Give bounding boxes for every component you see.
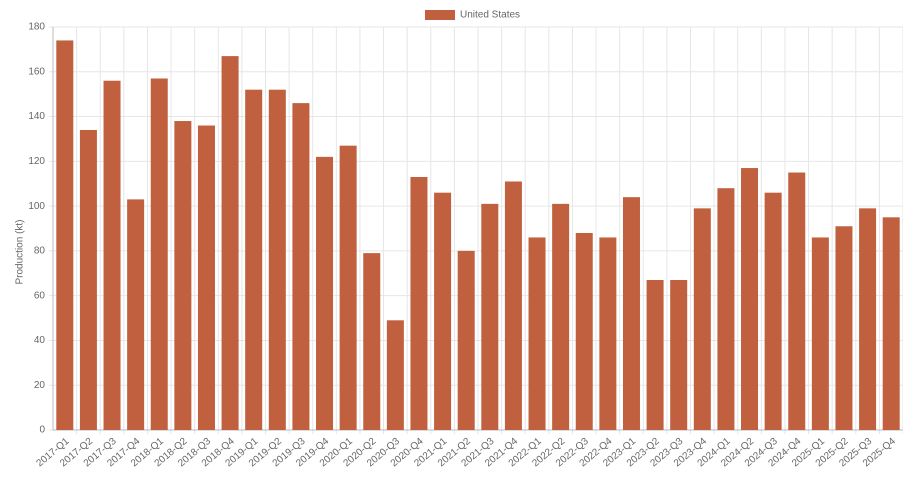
bar [859,208,877,430]
bar [811,237,829,430]
bar [79,129,97,430]
bar [693,208,711,430]
bar [457,250,475,430]
bar [481,203,499,430]
bar [268,89,286,430]
y-tick-label: 120 [28,156,45,167]
bar [882,217,900,430]
y-tick-label: 140 [28,111,45,122]
bar [552,203,570,430]
bar [835,226,853,430]
bar [528,237,546,430]
bar [434,192,452,430]
bar [622,197,640,430]
bar [504,181,522,430]
y-tick-label: 160 [28,66,45,77]
legend-swatch [425,10,455,20]
bar [670,279,688,430]
bar [575,232,593,430]
bar [103,80,121,430]
bar [174,121,192,431]
bar [245,89,263,430]
y-tick-label: 80 [34,246,46,257]
bar [339,145,357,430]
y-tick-label: 100 [28,201,45,212]
bar [56,40,74,430]
bar [410,177,428,430]
bar [717,188,735,430]
bar [127,199,145,430]
bar [741,168,759,431]
bar [363,253,381,430]
y-tick-label: 40 [34,335,46,346]
bar [764,192,782,430]
bar [646,279,664,430]
bar [292,103,310,430]
bar [221,56,239,430]
bar [788,172,806,430]
y-axis-label: Production (kt) [15,219,26,284]
bar [316,156,334,430]
y-tick-label: 180 [28,22,45,33]
bar [150,78,168,430]
y-tick-label: 60 [34,290,46,301]
bar [599,237,617,430]
bar [197,125,215,430]
bar [386,320,404,430]
y-tick-label: 20 [34,380,46,391]
y-tick-label: 0 [39,425,45,436]
legend-label: United States [460,10,520,21]
